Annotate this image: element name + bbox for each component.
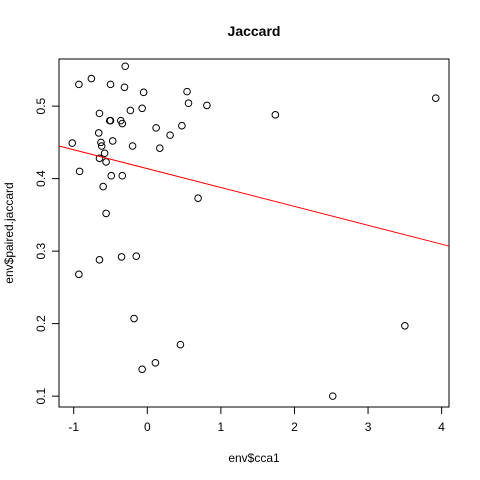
data-point: [271, 111, 280, 119]
data-point: [151, 358, 160, 367]
data-point: [128, 142, 137, 150]
data-point: [106, 80, 115, 89]
y-tick-label: 0.4: [34, 170, 48, 187]
y-axis: 0.1 0.2 0.3 0.4 0.5: [34, 97, 60, 404]
data-point: [106, 116, 115, 125]
regression-line-group: [58, 145, 450, 247]
y-tick-label: 0.2: [34, 315, 48, 332]
data-point: [401, 322, 409, 330]
data-point: [102, 209, 110, 218]
y-tick-label: 0.3: [34, 242, 48, 259]
data-point: [431, 94, 440, 102]
data-point: [176, 340, 185, 349]
x-tick-label: 3: [365, 420, 372, 434]
data-point: [121, 62, 130, 71]
data-point: [75, 270, 83, 279]
data-point: [138, 365, 146, 374]
data-point: [138, 104, 146, 113]
data-point: [75, 167, 84, 176]
data-point: [87, 74, 96, 83]
data-point: [184, 99, 193, 108]
data-point: [166, 131, 174, 139]
x-tick-label: 2: [291, 420, 298, 434]
data-point: [130, 314, 138, 323]
data-point: [328, 392, 337, 400]
data-point: [203, 101, 211, 110]
data-point: [126, 106, 135, 115]
data-point: [107, 171, 116, 180]
data-point: [139, 88, 148, 97]
y-tick-label: 0.5: [34, 97, 48, 114]
data-point: [156, 144, 164, 152]
data-point: [118, 171, 127, 180]
data-point: [100, 149, 109, 158]
data-point: [132, 252, 141, 261]
data-point: [118, 119, 127, 128]
data-point: [95, 256, 104, 264]
y-tick-label: 0.1: [34, 387, 48, 404]
data-point: [120, 83, 129, 92]
data-point: [94, 129, 103, 137]
x-axis-label: env$cca1: [228, 451, 280, 465]
y-axis-label: env$paired.jaccard: [2, 182, 16, 283]
data-point: [75, 80, 83, 89]
plot-frame: [58, 58, 450, 408]
x-axis: -1 0 1 2 3 4: [68, 406, 445, 434]
data-point: [99, 182, 107, 191]
data-point: [152, 124, 160, 132]
data-point: [97, 138, 105, 147]
x-tick-label: 1: [218, 420, 225, 434]
data-point: [68, 139, 77, 147]
x-tick-label: 0: [144, 420, 151, 434]
chart-title: Jaccard: [228, 23, 281, 39]
data-point: [97, 142, 106, 150]
data-point: [178, 121, 186, 130]
data-point: [108, 137, 117, 145]
data-point: [183, 87, 191, 96]
data-point: [95, 109, 104, 118]
data-point: [102, 158, 110, 166]
data-points: [68, 62, 440, 400]
data-point: [194, 194, 202, 202]
data-point: [117, 253, 126, 261]
regression-line: [58, 145, 450, 247]
x-tick-label: 4: [438, 420, 445, 434]
data-point: [95, 154, 104, 163]
x-tick-label: -1: [68, 420, 79, 434]
